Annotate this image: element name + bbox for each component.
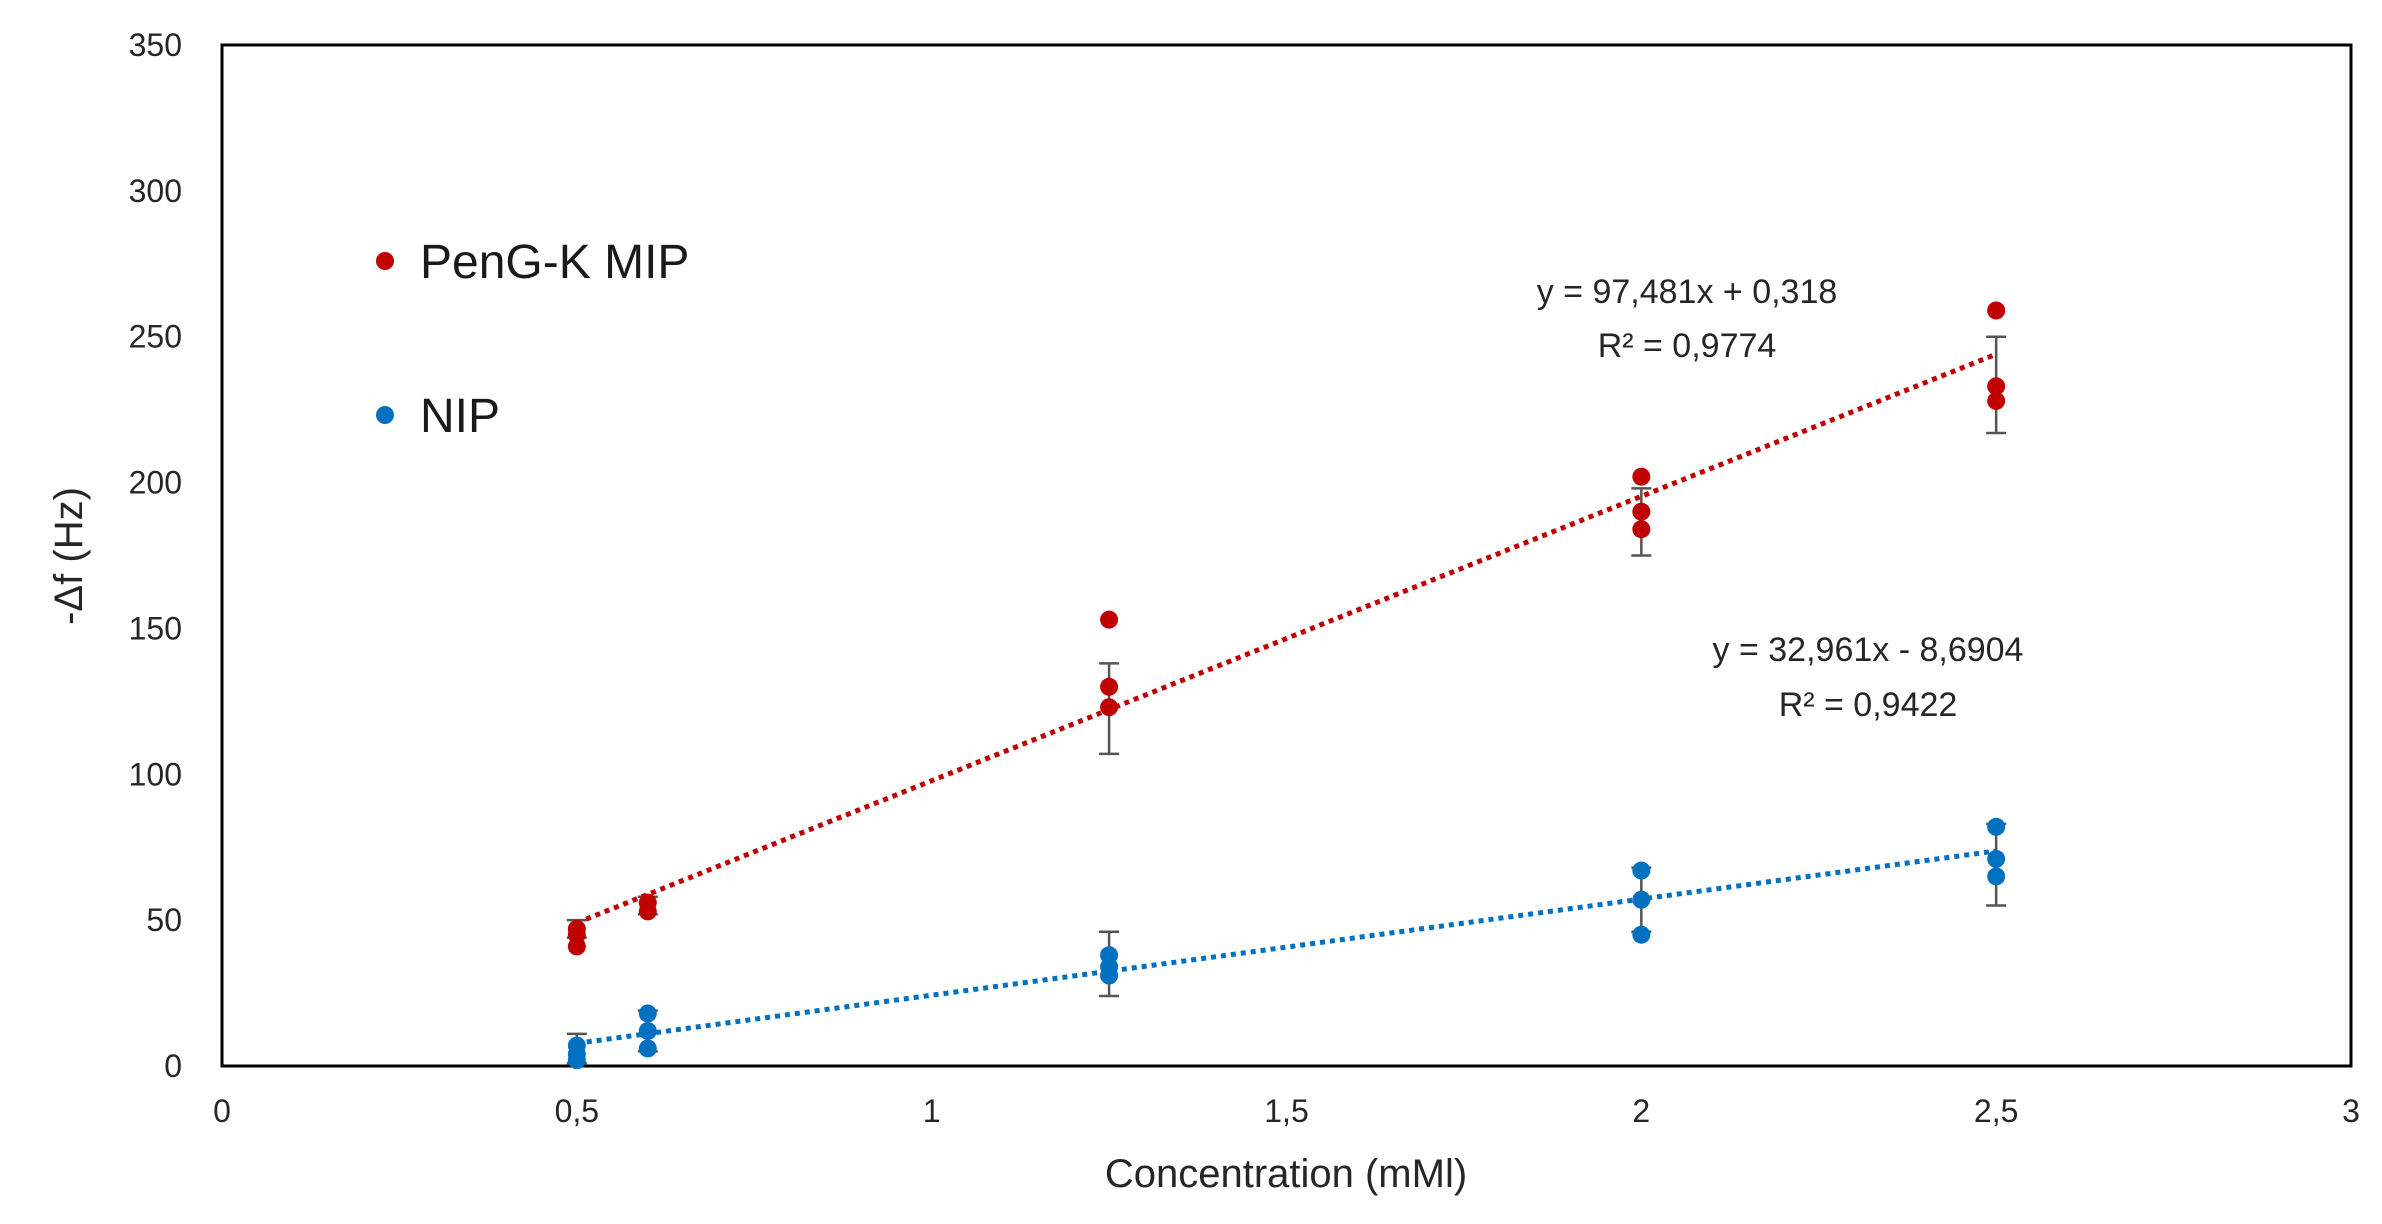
- mip-data-point: [1100, 677, 1119, 696]
- mip-data-point: [1632, 467, 1651, 486]
- nip-data-point: [638, 1021, 657, 1040]
- nip-equation: y = 32,961x - 8,6904 R² = 0,9422: [1713, 631, 2024, 724]
- x-tick-label: 1: [923, 1093, 941, 1129]
- nip-data-point: [1987, 867, 2006, 886]
- x-axis-title: Concentration (mMl): [1105, 1152, 1467, 1196]
- legend-marker-mip: [376, 252, 394, 270]
- nip-data-point: [1100, 966, 1119, 985]
- mip-data-point: [1987, 391, 2006, 410]
- nip-trendline: [576, 848, 1997, 1046]
- y-axis-title: -Δf (Hz): [47, 487, 91, 625]
- mip-data-point: [1987, 377, 2006, 396]
- y-tick-label: 50: [146, 902, 182, 938]
- nip-data-point: [567, 1051, 586, 1070]
- nip-r-squared: R² = 0,9422: [1779, 686, 1958, 724]
- nip-data-point: [1987, 817, 2006, 836]
- x-axis-ticks: 0 0,5 1 1,5 2 2,5 3: [213, 1093, 2360, 1129]
- trendlines: [575, 351, 1998, 1046]
- y-tick-label: 200: [129, 465, 182, 501]
- nip-data-point: [1632, 925, 1651, 944]
- y-tick-label: 300: [129, 173, 182, 209]
- mip-r-squared: R² = 0,9774: [1598, 327, 1777, 365]
- x-tick-label: 2: [1632, 1093, 1650, 1129]
- x-tick-label: 2,5: [1974, 1093, 2018, 1129]
- mip-equation-line: y = 97,481x + 0,318: [1537, 273, 1838, 311]
- x-tick-label: 0: [213, 1093, 231, 1129]
- y-tick-label: 100: [129, 756, 182, 792]
- nip-data-point: [638, 1039, 657, 1058]
- mip-data-point: [638, 902, 657, 921]
- nip-data-point: [1987, 849, 2006, 868]
- mip-data-point: [1987, 301, 2006, 320]
- mip-data-point: [1632, 520, 1651, 539]
- nip-equation-line: y = 32,961x - 8,6904: [1713, 631, 2024, 669]
- y-axis-ticks: 0 50 100 150 200 250 300 350: [129, 27, 182, 1084]
- legend: PenG-K MIP NIP: [376, 236, 689, 443]
- nip-data-point: [1632, 890, 1651, 909]
- y-tick-label: 250: [129, 319, 182, 355]
- mip-trendline: [575, 351, 1998, 926]
- x-tick-label: 3: [2342, 1093, 2360, 1129]
- mip-data-point: [567, 925, 586, 944]
- legend-marker-nip: [376, 406, 394, 424]
- y-tick-label: 350: [129, 27, 182, 63]
- x-tick-label: 0,5: [555, 1093, 599, 1129]
- nip-data-point: [638, 1004, 657, 1023]
- y-tick-label: 0: [164, 1048, 182, 1084]
- y-tick-label: 150: [129, 610, 182, 646]
- mip-data-point: [1100, 610, 1119, 629]
- x-tick-label: 1,5: [1264, 1093, 1308, 1129]
- legend-label-nip: NIP: [420, 390, 500, 443]
- nip-data-point: [1632, 861, 1651, 880]
- plot-area: [220, 43, 2353, 1068]
- mip-data-point: [1632, 502, 1651, 521]
- legend-label-mip: PenG-K MIP: [420, 236, 689, 289]
- mip-data-point: [1100, 698, 1119, 717]
- data-points: [567, 301, 2006, 1070]
- mip-equation: y = 97,481x + 0,318 R² = 0,9774: [1537, 273, 1838, 365]
